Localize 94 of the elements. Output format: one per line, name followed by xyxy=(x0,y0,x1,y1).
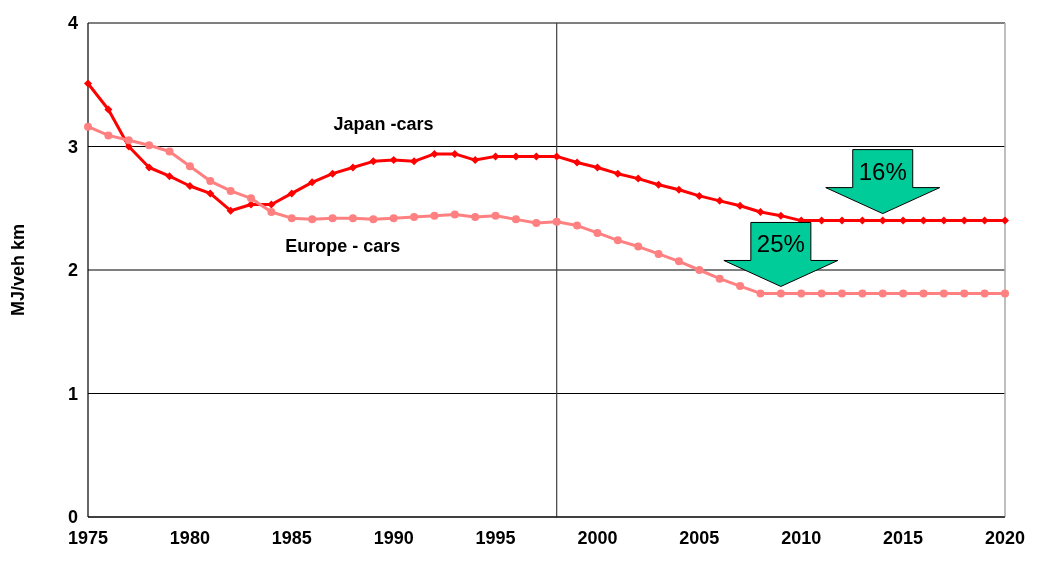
x-tick-label: 1975 xyxy=(67,528,109,548)
y-tick-label: 4 xyxy=(67,13,78,34)
point xyxy=(389,156,398,165)
y-tick-label: 3 xyxy=(67,136,78,157)
point xyxy=(919,289,928,298)
point xyxy=(1001,216,1009,225)
x-tick-label: 1985 xyxy=(271,528,312,548)
point xyxy=(410,157,419,166)
annotation: 16% xyxy=(858,157,907,185)
point xyxy=(939,289,948,298)
point xyxy=(369,157,378,166)
point xyxy=(389,214,398,223)
point xyxy=(185,162,194,171)
point xyxy=(573,221,582,230)
point xyxy=(308,215,317,224)
point xyxy=(593,163,602,172)
point xyxy=(532,219,541,228)
x-tick-label: 2005 xyxy=(679,528,720,548)
point xyxy=(756,289,765,298)
point xyxy=(573,158,582,167)
x-tick-label: 2020 xyxy=(984,528,1026,548)
point xyxy=(124,136,133,145)
point xyxy=(410,212,419,221)
point xyxy=(878,289,887,298)
point xyxy=(165,147,174,156)
point xyxy=(654,180,663,189)
point xyxy=(471,212,480,221)
point xyxy=(899,289,908,298)
point xyxy=(430,211,439,220)
point xyxy=(104,131,113,140)
x-tick-label: 2000 xyxy=(577,528,618,548)
point xyxy=(348,214,357,223)
point xyxy=(226,206,235,215)
point xyxy=(736,201,745,210)
point xyxy=(247,194,256,203)
point xyxy=(858,289,867,298)
point xyxy=(817,289,826,298)
point xyxy=(471,156,480,165)
point xyxy=(613,236,622,245)
point xyxy=(674,257,683,266)
point xyxy=(593,228,602,237)
point xyxy=(328,169,337,178)
point xyxy=(613,169,622,178)
series-label: Japan -cars xyxy=(333,114,434,135)
x-tick-label: 1980 xyxy=(169,528,210,548)
point xyxy=(960,289,969,298)
point xyxy=(328,214,337,223)
point xyxy=(980,289,989,298)
point xyxy=(369,215,378,224)
y-axis-title: MJ/veh km xyxy=(8,223,28,317)
y-tick-label: 2 xyxy=(67,260,78,281)
series-label: Europe - cars xyxy=(285,236,401,257)
point xyxy=(511,215,520,224)
point xyxy=(695,191,704,200)
point xyxy=(84,79,92,88)
point xyxy=(308,178,317,187)
point xyxy=(267,207,276,216)
point xyxy=(736,282,745,291)
point xyxy=(756,207,765,216)
point xyxy=(185,182,194,191)
y-tick-label: 1 xyxy=(67,383,78,404)
point xyxy=(104,105,113,114)
point xyxy=(287,189,296,198)
point xyxy=(797,289,806,298)
point xyxy=(776,289,785,298)
point xyxy=(837,289,846,298)
x-tick-label: 1990 xyxy=(373,528,414,548)
point xyxy=(674,185,683,194)
point xyxy=(715,196,724,205)
point xyxy=(450,210,459,219)
point xyxy=(695,266,704,274)
x-tick-label: 2010 xyxy=(781,528,822,548)
point xyxy=(634,174,643,183)
point xyxy=(348,163,357,172)
x-tick-label: 1995 xyxy=(475,528,516,548)
point xyxy=(145,163,154,172)
point xyxy=(552,217,561,226)
point xyxy=(206,177,215,186)
point xyxy=(226,186,235,195)
point xyxy=(84,122,92,131)
point xyxy=(491,211,500,220)
point xyxy=(715,274,724,283)
point xyxy=(654,249,663,258)
point xyxy=(165,172,174,181)
x-tick-label: 2015 xyxy=(883,528,924,548)
point xyxy=(206,189,215,198)
point xyxy=(145,141,154,150)
point xyxy=(634,242,643,251)
y-tick-label: 0 xyxy=(67,507,78,528)
point xyxy=(287,214,296,223)
point xyxy=(776,211,785,220)
annotation: 25% xyxy=(756,230,805,258)
point xyxy=(1001,289,1009,298)
point xyxy=(430,149,439,158)
